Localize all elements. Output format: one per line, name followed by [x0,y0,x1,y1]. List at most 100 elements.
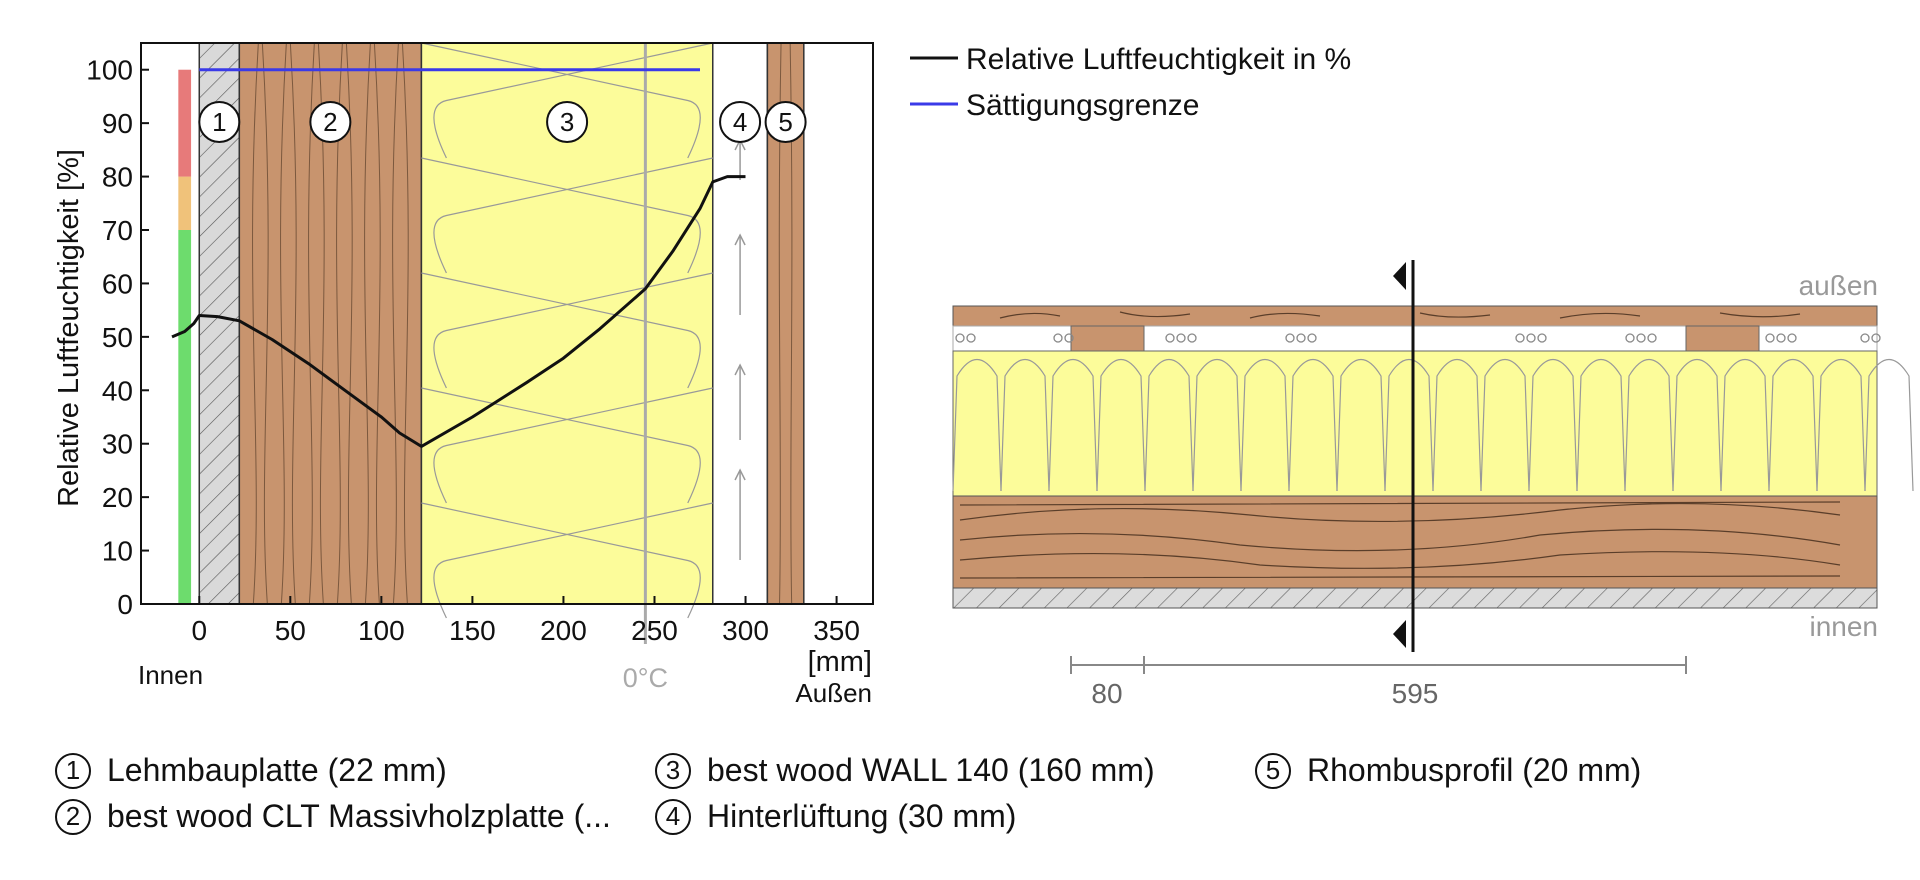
y-axis-label: Relative Luftfeuchtigkeit [%] [53,149,85,507]
layer-textures [252,42,793,619]
layer-marker-circle [309,101,352,143]
layer-marker-circle [764,101,807,143]
legend-number-5: 5 [1255,752,1291,789]
airflow-arrowhead [734,468,746,481]
wood-grain [373,42,381,605]
legend-number-3: 3 [655,752,691,789]
humidity-bands [178,69,192,604]
legend-text-1: Lehmbauplatte (22 mm) [107,752,447,788]
layer-marker-circle [546,101,589,143]
layer-marker-circle [719,101,762,143]
section-cut-marker-top [1393,262,1406,290]
fastener-dot [1636,333,1646,343]
wood-grain [261,42,269,605]
section-batten-left [1070,325,1145,352]
series-line-0 [171,175,746,448]
fastener-dot [1537,333,1547,343]
section-batten-right [1685,325,1760,352]
fastener-dot [1787,333,1797,343]
layer-markers: 1 2 3 4 5 [198,101,807,143]
insulation-bulb [952,359,1002,492]
legend-label-humidity: Relative Luftfeuchtigkeit in % [966,43,1351,76]
layer-marker-number: 2 [323,107,337,137]
section-fastener-dots [955,333,1881,343]
legend-label-saturation: Sättigungsgrenze [966,89,1200,122]
insulation-bulb [1384,359,1434,492]
fastener-dot [1187,333,1197,343]
fastener-dot [1515,333,1525,343]
series-lines [171,68,746,448]
x-tick-label: 300 [722,615,769,646]
insulation-bulb [1816,359,1866,492]
chart-legend: Relative Luftfeuchtigkeit in % Sättigung… [910,43,1351,122]
airflow-arrowhead [734,233,746,246]
wood-grain [289,42,297,605]
legend-text-3: best wood WALL 140 (160 mm) [707,752,1155,788]
wood-grain [336,42,343,605]
insulation-bulb [1240,359,1290,492]
fastener-dot [1625,333,1635,343]
insulation-bulb [1432,359,1482,492]
zero-degree-label: 0°C [623,663,668,693]
x-tick-label: 200 [540,615,587,646]
insulation-bulb [1624,359,1674,492]
legend-item-4: 4 Hinterlüftung (30 mm) [655,798,1016,835]
section-cut-marker-bottom [1393,620,1406,648]
layer-marker-number: 4 [733,107,747,137]
fastener-dot [1285,333,1295,343]
insulation-bulb [1144,359,1194,492]
wood-grain [252,42,259,605]
insulation-loop [421,502,713,619]
fastener-dot [1871,333,1881,343]
wood-grain [364,42,371,605]
fastener-dot [1176,333,1186,343]
x-tick-label: 150 [449,615,496,646]
y-tick-label: 20 [102,482,133,513]
insulation-bulb [1480,359,1530,492]
x-tick-label: 350 [813,615,860,646]
section-inside-label: innen [1809,611,1878,642]
wood-grain [392,42,399,605]
x-tick-label: 0 [191,615,207,646]
y-tick-label: 60 [102,268,133,299]
layer-marker-number: 3 [560,107,574,137]
outside-label: Außen [795,678,872,708]
wood-grain [280,42,287,605]
x-tick-label: 100 [358,615,405,646]
fastener-dot [1307,333,1317,343]
fastener-dot [955,333,965,343]
dimension-left: 80 [1091,678,1122,709]
y-tick-label: 100 [86,55,133,86]
layer-legend: 1 Lehmbauplatte (22 mm) 2 best wood CLT … [55,752,1855,852]
insulation-bulb [1048,359,1098,492]
legend-item-5: 5 Rhombusprofil (20 mm) [1255,752,1641,789]
fastener-dot [1064,333,1074,343]
insulation-loop [421,157,713,274]
insulation-bulb [1000,359,1050,492]
insulation-loop [421,272,713,389]
fastener-dot [1296,333,1306,343]
x-tick-label: 50 [275,615,306,646]
fastener-dot [1776,333,1786,343]
fastener-dot [1053,333,1063,343]
fastener-dot [1860,333,1870,343]
insulation-bulb [1576,359,1626,492]
fastener-dot [966,333,976,343]
y-tick-label: 50 [102,322,133,353]
fastener-dot [1647,333,1657,343]
x-axis-unit-label: [mm] [808,646,872,678]
y-tick-label: 80 [102,162,133,193]
fastener-dot [1165,333,1175,343]
insulation-bulb [1720,359,1770,492]
section-clay-board [952,587,1878,609]
legend-item-3: 3 best wood WALL 140 (160 mm) [655,752,1155,789]
layer-marker-number: 1 [212,107,226,137]
insulation-loop [421,387,713,504]
legend-text-2: best wood CLT Massivholzplatte (... [107,798,611,834]
section-clt-grain [959,501,1841,579]
humidity-band [178,176,192,230]
y-tick-label: 30 [102,429,133,460]
airflow-arrowhead [734,363,746,376]
insulation-bulb [1864,359,1914,492]
insulation-loop [421,42,713,159]
